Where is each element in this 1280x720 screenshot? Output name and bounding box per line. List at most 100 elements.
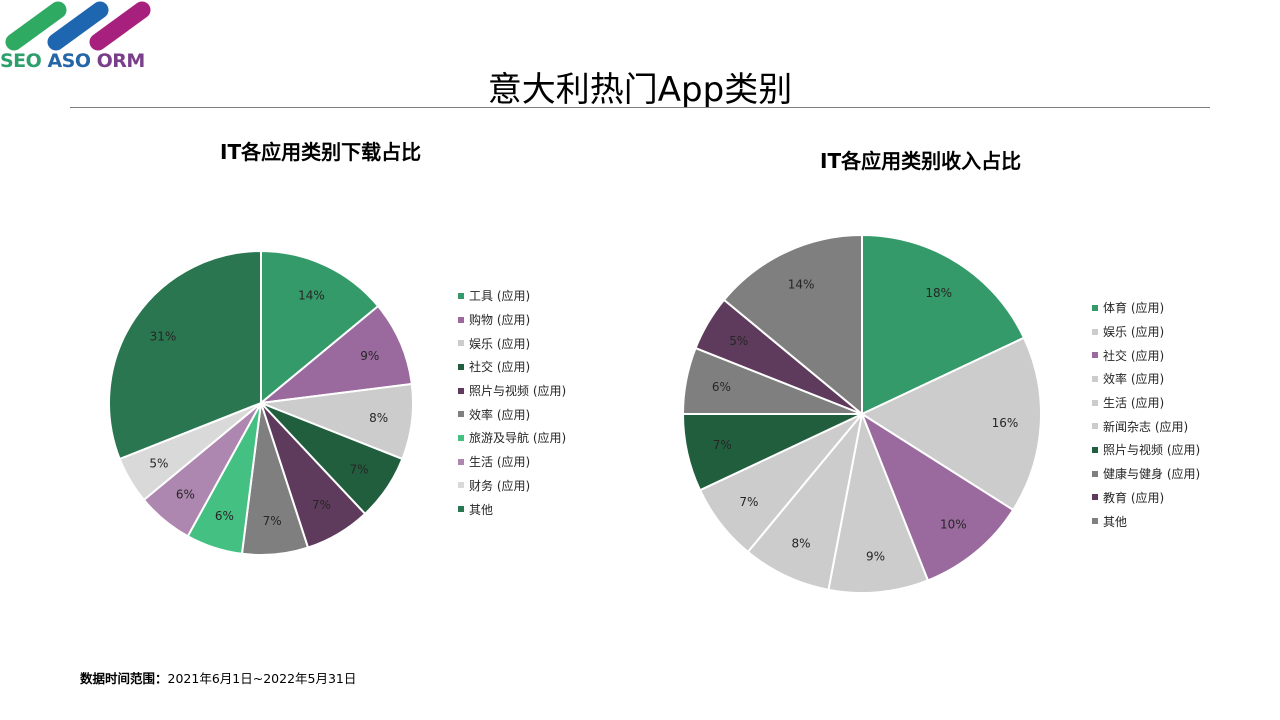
legend-swatch-icon <box>458 292 464 299</box>
legend-label: 生活 (应用) <box>1103 396 1165 411</box>
legend-label: 娱乐 (应用) <box>469 336 531 351</box>
legend-label: 财务 (应用) <box>469 478 531 493</box>
legend-item: 其他 <box>1092 509 1200 533</box>
logo-bar-magenta <box>89 1 151 51</box>
legend-item: 工具 (应用) <box>458 284 566 308</box>
legend-item: 生活 (应用) <box>458 450 566 474</box>
legend-item: 照片与视频 (应用) <box>458 379 566 403</box>
legend-item: 财务 (应用) <box>458 474 566 498</box>
slice-percent-label: 8% <box>369 411 388 425</box>
slice-percent-label: 7% <box>739 495 758 509</box>
slice-percent-label: 7% <box>713 438 732 452</box>
slice-percent-label: 14% <box>298 289 325 303</box>
legend-label: 照片与视频 (应用) <box>469 384 567 399</box>
legend-item: 社交 (应用) <box>458 355 566 379</box>
logo-bar-blue <box>47 1 109 51</box>
legend-swatch-icon <box>458 434 464 441</box>
legend-label: 效率 (应用) <box>1103 372 1165 387</box>
pie-slice <box>861 233 1026 416</box>
legend-swatch-icon <box>458 316 464 323</box>
pie-slice <box>260 249 380 406</box>
legend-item: 其他 <box>458 497 566 521</box>
legend-label: 旅游及导航 (应用) <box>469 431 567 446</box>
revenue-chart-title: IT各应用类别收入占比 <box>820 149 1022 173</box>
slice-percent-label: 7% <box>312 498 331 512</box>
legend-swatch-icon <box>1092 352 1098 359</box>
legend-item: 旅游及导航 (应用) <box>458 426 566 450</box>
legend-swatch-icon <box>458 340 464 347</box>
pie-slice <box>108 249 262 461</box>
pie-slice <box>827 410 930 594</box>
legend-label: 健康与健身 (应用) <box>1103 467 1201 482</box>
data-range-note: 数据时间范围：2021年6月1日~2022年5月31日 <box>80 668 356 687</box>
legend-label: 工具 (应用) <box>469 289 531 304</box>
legend-item: 健康与健身 (应用) <box>1092 462 1200 486</box>
legend-swatch-icon <box>1092 494 1098 501</box>
legend-item: 体育 (应用) <box>1092 296 1200 320</box>
legend-item: 生活 (应用) <box>1092 391 1200 415</box>
logo-text-orm: ORM <box>96 50 146 72</box>
brand-logo: SEO ASO ORM <box>0 0 160 76</box>
legend-label: 娱乐 (应用) <box>1103 325 1165 340</box>
data-range-value: 2021年6月1日~2022年5月31日 <box>167 671 357 686</box>
legend-swatch-icon <box>458 387 464 394</box>
legend-label: 生活 (应用) <box>469 455 531 470</box>
legend-swatch-icon <box>1092 304 1098 311</box>
legend-label: 其他 <box>1103 514 1128 529</box>
page-title: 意大利热门App类别 <box>487 70 793 110</box>
legend-label: 体育 (应用) <box>1103 301 1165 316</box>
slice-percent-label: 9% <box>866 550 885 564</box>
title-divider <box>70 107 1210 108</box>
pie-slice <box>859 336 1042 512</box>
pie-slice <box>859 411 1015 582</box>
slice-percent-label: 7% <box>350 463 369 477</box>
legend-swatch-icon <box>1092 375 1098 382</box>
pie-slice <box>746 413 863 591</box>
logo-wordmark: SEO ASO ORM <box>0 50 145 72</box>
downloads-legend: 工具 (应用) 购物 (应用) 娱乐 (应用) 社交 (应用) 照片与视频 (应用) 效率… <box>458 284 566 521</box>
slice-percent-label: 5% <box>149 456 168 470</box>
slice-percent-label: 14% <box>788 277 815 291</box>
logo-bar-green <box>5 1 67 51</box>
legend-swatch-icon <box>458 482 464 489</box>
legend-swatch-icon <box>1092 470 1098 477</box>
logo-text-aso: ASO <box>47 50 91 72</box>
slice-percent-label: 31% <box>150 329 177 343</box>
legend-item: 新闻杂志 (应用) <box>1092 414 1200 438</box>
legend-item: 效率 (应用) <box>1092 367 1200 391</box>
slice-percent-label: 18% <box>925 286 952 300</box>
legend-label: 其他 <box>469 502 494 517</box>
logo-text-seo: SEO <box>0 50 42 72</box>
legend-item: 效率 (应用) <box>458 402 566 426</box>
slice-percent-label: 16% <box>992 416 1019 430</box>
legend-item: 娱乐 (应用) <box>458 331 566 355</box>
data-range-label: 数据时间范围： <box>80 671 168 686</box>
logo-bars-icon <box>5 1 151 51</box>
legend-item: 教育 (应用) <box>1092 486 1200 510</box>
slice-percent-label: 8% <box>792 537 811 551</box>
downloads-pie-chart: 14% 9% 8% 7% 7% 7% 6% 6% 5% 31% <box>108 249 414 556</box>
legend-swatch-icon <box>1092 446 1098 453</box>
slice-percent-label: 9% <box>360 349 379 363</box>
legend-label: 教育 (应用) <box>1103 490 1165 505</box>
pie-slice <box>722 233 863 417</box>
slice-percent-label: 5% <box>729 334 748 348</box>
legend-swatch-icon <box>1092 423 1098 430</box>
legend-swatch-icon <box>458 411 464 418</box>
legend-label: 购物 (应用) <box>469 313 531 328</box>
pie-slice <box>257 304 413 405</box>
legend-swatch-icon <box>1092 328 1098 335</box>
legend-swatch-icon <box>1092 399 1098 406</box>
slice-percent-label: 10% <box>940 517 967 531</box>
legend-swatch-icon <box>458 458 464 465</box>
legend-label: 照片与视频 (应用) <box>1103 443 1201 458</box>
legend-swatch-icon <box>458 363 464 370</box>
legend-item: 娱乐 (应用) <box>1092 320 1200 344</box>
legend-label: 社交 (应用) <box>1103 348 1165 363</box>
downloads-chart-title: IT各应用类别下载占比 <box>220 140 422 164</box>
legend-item: 照片与视频 (应用) <box>1092 438 1200 462</box>
revenue-pie-chart: 18% 16% 10% 9% 8% 7% 7% 6% 5% 14% <box>681 233 1042 594</box>
legend-label: 效率 (应用) <box>469 407 531 422</box>
legend-swatch-icon <box>1092 518 1098 525</box>
